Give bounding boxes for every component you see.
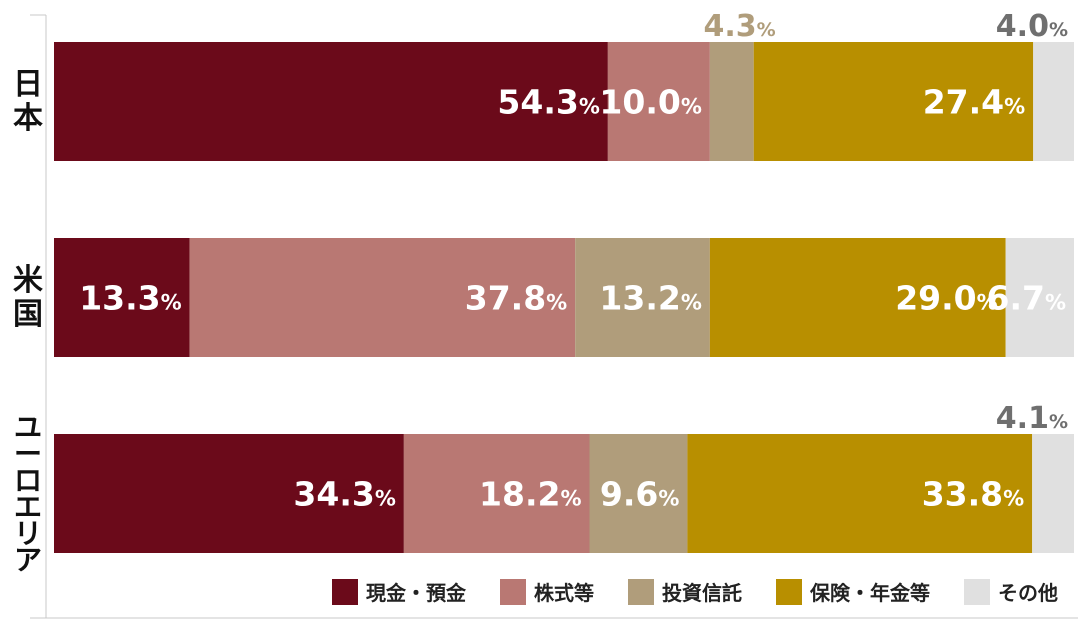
category-label-char: ユ (14, 411, 42, 444)
data-label-1-4: 27.4% (923, 83, 1025, 122)
data-label-2-4: 29.0% (895, 279, 997, 318)
data-label-value: 33.8 (922, 475, 1003, 514)
bar-segment-1-4[interactable] (753, 42, 1034, 161)
data-label-1-5: 4.0% (996, 9, 1068, 44)
legend-item-2[interactable]: 株式等 (500, 579, 594, 605)
bar-segment-2-1[interactable] (54, 238, 190, 357)
legend-item-5[interactable]: その他 (964, 579, 1058, 605)
bar-segment-2-3[interactable] (575, 238, 710, 357)
data-label-value: 37.8 (465, 279, 546, 318)
data-label-1-2: 10.0% (599, 83, 701, 122)
bar-segment-1-2[interactable] (607, 42, 710, 161)
data-label-unit: % (1049, 19, 1068, 41)
data-label-2-5: 6.7% (986, 279, 1066, 318)
bar-segment-1-1[interactable] (54, 42, 608, 161)
category-label-char: 日 (13, 67, 43, 102)
category-label-char: 本 (13, 101, 43, 136)
data-label-unit: % (681, 291, 702, 315)
data-label-3-2: 18.2% (479, 475, 581, 514)
bar-segment-3-2[interactable] (403, 434, 590, 553)
data-label-value: 6.7 (986, 279, 1044, 318)
data-label-value: 4.0 (996, 9, 1049, 44)
data-label-3-1: 34.3% (293, 475, 395, 514)
data-label-value: 34.3 (293, 475, 374, 514)
category-label-char: エ (14, 490, 42, 523)
data-label-unit: % (757, 19, 776, 41)
category-label-1: 日本 (13, 67, 43, 136)
category-label-3: ユーロエリア (14, 411, 42, 577)
data-label-value: 29.0 (895, 279, 976, 318)
category-label-char: 米 (13, 263, 43, 298)
legend-swatch (500, 579, 526, 605)
bar-segment-2-2[interactable] (189, 238, 576, 357)
data-label-2-1: 13.3% (79, 279, 181, 318)
legend-swatch (776, 579, 802, 605)
data-label-unit: % (681, 95, 702, 119)
data-label-3-3: 9.6% (600, 475, 680, 514)
data-label-unit: % (1004, 95, 1025, 119)
bar-segment-3-5[interactable] (1032, 434, 1074, 553)
category-label-char: リ (14, 517, 42, 550)
data-label-unit: % (546, 291, 567, 315)
legend-item-4[interactable]: 保険・年金等 (776, 579, 930, 605)
legend-item-1[interactable]: 現金・預金 (332, 579, 467, 605)
data-label-1-3: 4.3% (704, 9, 776, 44)
legend-swatch (332, 579, 358, 605)
data-label-unit: % (579, 95, 600, 119)
bar-segment-3-1[interactable] (54, 434, 404, 553)
bar-segment-3-3[interactable] (589, 434, 688, 553)
data-label-value: 4.3 (704, 9, 757, 44)
data-label-unit: % (1049, 411, 1068, 433)
legend-label: 投資信託 (662, 581, 742, 605)
data-label-2-3: 13.2% (599, 279, 701, 318)
data-label-value: 10.0 (599, 83, 680, 122)
data-label-1-1: 54.3% (497, 83, 599, 122)
bar-segment-2-5[interactable] (1005, 238, 1074, 357)
legend-label: 株式等 (534, 581, 594, 605)
data-label-value: 13.3 (79, 279, 160, 318)
legend-swatch (964, 579, 990, 605)
category-label-char: ー (14, 437, 42, 470)
data-label-value: 4.1 (996, 401, 1049, 436)
data-label-unit: % (560, 487, 581, 511)
legend-swatch (628, 579, 654, 605)
category-label-char: ロ (14, 464, 42, 497)
bar-segment-1-3[interactable] (709, 42, 754, 161)
data-label-unit: % (1045, 291, 1066, 315)
category-label-char: ア (14, 543, 42, 576)
category-label-char: 国 (13, 297, 43, 332)
data-label-unit: % (161, 291, 182, 315)
data-label-3-5: 4.1% (996, 401, 1068, 436)
data-label-value: 13.2 (599, 279, 680, 318)
data-label-2-2: 37.8% (465, 279, 567, 318)
legend-label: その他 (998, 581, 1058, 605)
data-label-unit: % (1003, 487, 1024, 511)
data-label-unit: % (375, 487, 396, 511)
data-label-value: 9.6 (600, 475, 658, 514)
bar-segment-1-5[interactable] (1033, 42, 1074, 161)
data-label-value: 18.2 (479, 475, 560, 514)
data-label-unit: % (658, 487, 679, 511)
data-label-unit: % (977, 291, 998, 315)
legend-item-3[interactable]: 投資信託 (628, 579, 742, 605)
legend-label: 現金・預金 (366, 581, 467, 605)
data-label-value: 27.4 (923, 83, 1004, 122)
data-label-value: 54.3 (497, 83, 578, 122)
bar-segment-2-4[interactable] (709, 238, 1006, 357)
bar-segment-3-4[interactable] (687, 434, 1033, 553)
data-label-3-4: 33.8% (922, 475, 1024, 514)
legend-label: 保険・年金等 (809, 581, 930, 605)
category-label-2: 米国 (13, 263, 43, 332)
